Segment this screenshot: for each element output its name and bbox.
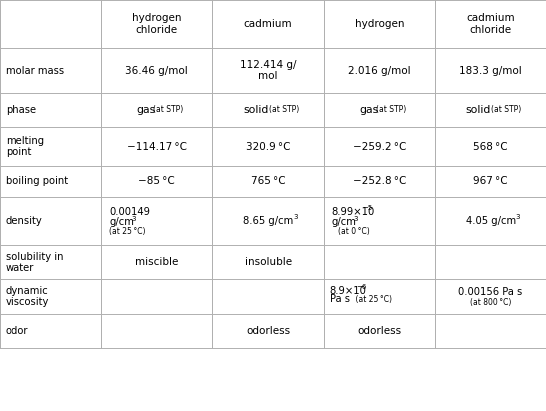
Text: 3: 3 <box>515 214 520 220</box>
Text: hydrogen: hydrogen <box>355 19 404 29</box>
Text: 0.00156 Pa s: 0.00156 Pa s <box>459 287 523 297</box>
Text: gas: gas <box>359 105 378 115</box>
Text: (at STP): (at STP) <box>153 106 183 114</box>
Text: solid: solid <box>244 105 269 115</box>
Text: g/cm: g/cm <box>109 217 134 227</box>
Text: (at 25 °C): (at 25 °C) <box>354 295 392 304</box>
Text: 967 °C: 967 °C <box>473 176 508 187</box>
Text: 765 °C: 765 °C <box>251 176 286 187</box>
Text: dynamic
viscosity: dynamic viscosity <box>6 286 49 307</box>
Text: −252.8 °C: −252.8 °C <box>353 176 406 187</box>
Text: molar mass: molar mass <box>6 66 64 76</box>
Text: −85 °C: −85 °C <box>138 176 175 187</box>
Text: 8.99×10: 8.99×10 <box>332 208 375 217</box>
Text: phase: phase <box>6 105 36 115</box>
Text: miscible: miscible <box>135 257 179 268</box>
Text: (at 800 °C): (at 800 °C) <box>470 298 511 307</box>
Text: (at STP): (at STP) <box>376 106 406 114</box>
Text: gas: gas <box>136 105 156 115</box>
Text: g/cm: g/cm <box>332 217 357 227</box>
Text: density: density <box>6 216 43 226</box>
Text: 36.46 g/mol: 36.46 g/mol <box>126 66 188 76</box>
Text: 183.3 g/mol: 183.3 g/mol <box>459 66 522 76</box>
Text: cadmium
chloride: cadmium chloride <box>466 14 515 35</box>
Text: 568 °C: 568 °C <box>473 141 508 152</box>
Text: odorless: odorless <box>246 326 290 336</box>
Text: 2.016 g/mol: 2.016 g/mol <box>348 66 411 76</box>
Text: solubility in
water: solubility in water <box>6 252 63 273</box>
Text: boiling point: boiling point <box>6 176 68 187</box>
Text: 3: 3 <box>131 216 135 222</box>
Text: odorless: odorless <box>358 326 401 336</box>
Text: 3: 3 <box>354 216 358 222</box>
Text: −114.17 °C: −114.17 °C <box>127 141 187 152</box>
Text: (at 25 °C): (at 25 °C) <box>109 227 146 236</box>
Text: 4.05 g/cm: 4.05 g/cm <box>466 216 515 226</box>
Text: cadmium: cadmium <box>244 19 293 29</box>
Text: 8.65 g/cm: 8.65 g/cm <box>243 216 293 226</box>
Text: (at STP): (at STP) <box>269 106 299 114</box>
Text: −6: −6 <box>356 284 366 290</box>
Text: hydrogen
chloride: hydrogen chloride <box>132 14 181 35</box>
Text: −259.2 °C: −259.2 °C <box>353 141 406 152</box>
Text: (at 0 °C): (at 0 °C) <box>338 227 370 236</box>
Text: melting
point: melting point <box>6 136 44 157</box>
Text: (at STP): (at STP) <box>491 106 521 114</box>
Text: 3: 3 <box>293 214 298 220</box>
Text: 0.00149: 0.00149 <box>109 208 150 217</box>
Text: solid: solid <box>466 105 491 115</box>
Text: 8.9×10: 8.9×10 <box>330 286 367 296</box>
Text: odor: odor <box>6 326 28 336</box>
Text: Pa s: Pa s <box>330 294 350 304</box>
Text: 112.414 g/
mol: 112.414 g/ mol <box>240 60 296 81</box>
Text: 320.9 °C: 320.9 °C <box>246 141 290 152</box>
Text: −5: −5 <box>362 206 372 211</box>
Text: insoluble: insoluble <box>245 257 292 268</box>
